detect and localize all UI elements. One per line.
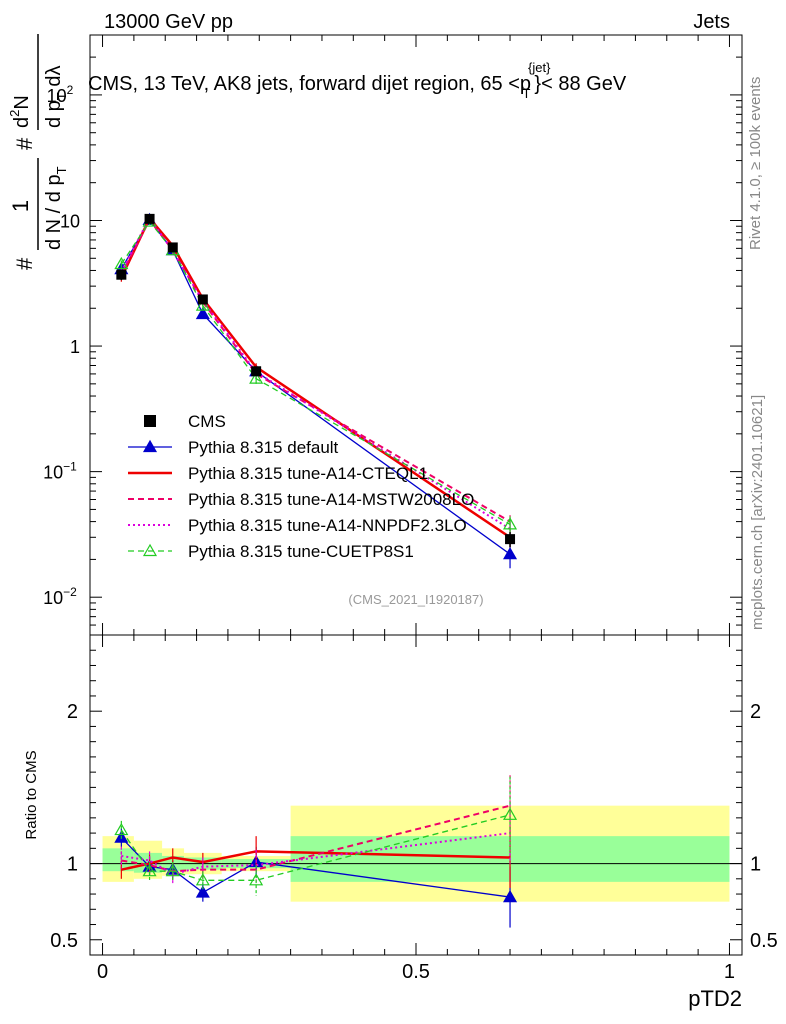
legend-marker-5 bbox=[142, 543, 158, 557]
cms-data-point bbox=[116, 269, 127, 280]
main-y-tick-label: 10−2 bbox=[43, 585, 77, 608]
ratio-series-line-4 bbox=[120, 814, 511, 881]
main-y-tick-label: 102 bbox=[47, 83, 74, 106]
ratio-series-marker-0 bbox=[195, 885, 210, 898]
rivet-version-label: Rivet 4.1.0, ≥ 100k events bbox=[747, 77, 764, 250]
ylabel-num-2: d2N bbox=[7, 95, 33, 128]
ratio-plot-frame bbox=[89, 634, 743, 956]
legend-label-0: CMS bbox=[188, 412, 226, 431]
ratio-series-marker-4 bbox=[195, 873, 210, 886]
legend-label-5: Pythia 8.315 tune-CUETP8S1 bbox=[188, 542, 414, 561]
legend: CMS Pythia 8.315 default Pythia 8.315 tune… bbox=[128, 412, 474, 561]
main-y-tick-label: 10−1 bbox=[43, 460, 77, 483]
ratio-series-marker-4 bbox=[165, 863, 180, 877]
series-marker-5 bbox=[503, 517, 518, 530]
ratio-series-marker-4 bbox=[142, 863, 157, 877]
ratio-series-marker-0 bbox=[503, 889, 518, 903]
ratio-series-marker-4 bbox=[114, 822, 129, 836]
ratio-band-green bbox=[102, 848, 134, 872]
cms-data-point bbox=[505, 534, 516, 545]
analysis-id-watermark: (CMS_2021_I1920187) bbox=[348, 592, 483, 607]
series-marker-1 bbox=[195, 306, 210, 320]
legend-marker-1 bbox=[142, 439, 158, 453]
legend-label-2: Pythia 8.315 tune-A14-CTEQL1 bbox=[188, 464, 428, 483]
series-marker-5 bbox=[249, 371, 264, 384]
series-marker-5 bbox=[114, 256, 129, 270]
ylabel-frac-den: d N / d pT bbox=[43, 166, 69, 250]
cms-data-point bbox=[197, 294, 208, 305]
main-ylabel: # 1 d N / d pT # d2N d pT dλ bbox=[7, 34, 69, 270]
xlabel: pTD2 bbox=[688, 986, 742, 1011]
plot-title: CMS, 13 TeV, AK8 jets, forward dijet reg… bbox=[88, 60, 627, 101]
mcplots-label: mcplots.cern.ch [arXiv:2401.10621] bbox=[749, 395, 766, 630]
ratio-series-line-0 bbox=[120, 837, 511, 898]
ylabel-den-2: d pT dλ bbox=[43, 66, 69, 128]
x-tick-label: 1 bbox=[724, 961, 735, 983]
ratio-y-tick-label: 1 bbox=[67, 854, 78, 876]
cms-data-point bbox=[251, 366, 262, 377]
ratio-y-tick-label-right: 1 bbox=[750, 854, 761, 876]
ratio-series-marker-4 bbox=[503, 807, 518, 820]
legend-label-4: Pythia 8.315 tune-A14-NNPDF2.3LO bbox=[188, 516, 467, 535]
legend-marker-cms bbox=[144, 415, 156, 427]
ylabel-frac-num: 1 bbox=[8, 200, 33, 212]
series-line-4 bbox=[120, 215, 511, 530]
main-plot: 102 10 1 10−1 10−2 bbox=[43, 34, 742, 636]
ratio-ylabel: Ratio to CMS bbox=[23, 750, 40, 839]
x-tick-label: 0.5 bbox=[402, 961, 430, 983]
series-marker-1 bbox=[503, 546, 518, 560]
ratio-series-line-3 bbox=[121, 832, 511, 876]
cms-data-point bbox=[167, 242, 178, 253]
header-left-label: 13000 GeV pp bbox=[104, 11, 233, 33]
legend-label-1: Pythia 8.315 default bbox=[188, 438, 339, 457]
ratio-y-tick-label-right: 0.5 bbox=[750, 930, 778, 952]
x-tick-label: 0 bbox=[97, 961, 108, 983]
ratio-y-tick-label: 0.5 bbox=[50, 930, 78, 952]
series-marker-5 bbox=[195, 298, 210, 311]
ylabel-hash-2: # bbox=[12, 137, 37, 150]
ratio-y-tick-label: 2 bbox=[67, 701, 78, 723]
header-right-label: Jets bbox=[693, 11, 730, 33]
legend-label-3: Pythia 8.315 tune-A14-MSTW2008LO bbox=[188, 490, 474, 509]
ratio-plot: 0 0.5 1 0.5 0.5 1 1 2 2 bbox=[50, 635, 778, 983]
ylabel-hash-1: # bbox=[12, 257, 37, 270]
ratio-y-tick-label-right: 2 bbox=[750, 701, 761, 723]
main-y-tick-label: 1 bbox=[70, 337, 80, 357]
main-y-tick-label: 10 bbox=[60, 211, 80, 231]
cms-data-point bbox=[144, 213, 155, 224]
series-line-5 bbox=[120, 220, 511, 525]
ratio-series-marker-4 bbox=[249, 873, 264, 886]
